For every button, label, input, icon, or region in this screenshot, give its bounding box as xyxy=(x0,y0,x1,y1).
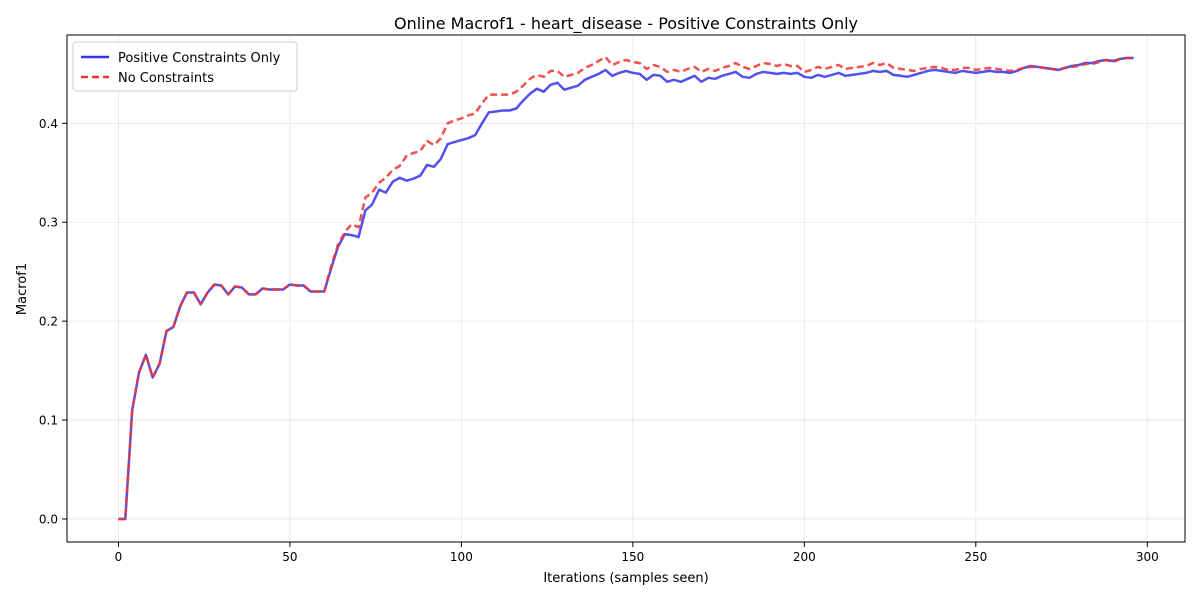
x-axis-label: Iterations (samples seen) xyxy=(543,571,708,586)
y-tick-label: 0.2 xyxy=(39,315,58,329)
y-tick-label: 0.4 xyxy=(39,117,58,131)
series-line-positive-constraints xyxy=(118,56,1134,521)
plot-frame xyxy=(66,34,1186,543)
x-tick-label: 0 xyxy=(115,550,123,564)
x-tick-label: 250 xyxy=(964,550,987,564)
legend-label-no-constraints: No Constraints xyxy=(118,71,214,86)
x-tick-label: 200 xyxy=(793,550,816,564)
y-tick-label: 0.1 xyxy=(39,414,58,428)
y-tick-label: 0.3 xyxy=(39,216,58,230)
x-tick-label: 100 xyxy=(450,550,473,564)
series-lines xyxy=(118,55,1134,521)
x-tick-label: 300 xyxy=(1136,550,1159,564)
x-tick-label: 150 xyxy=(621,550,644,564)
y-axis-ticks: 0.0 0.1 0.2 0.3 0.4 xyxy=(39,117,67,526)
chart-title: Online Macrof1 - heart_disease - Positiv… xyxy=(394,14,858,34)
x-tick-label: 50 xyxy=(282,550,297,564)
series-line-no-constraints xyxy=(118,55,1134,521)
legend-box xyxy=(72,41,298,92)
y-tick-label: 0.0 xyxy=(39,512,58,526)
y-axis-label: Macrof1 xyxy=(15,263,30,315)
legend: Positive Constraints Only No Constraints xyxy=(72,41,298,92)
legend-label-positive-constraints: Positive Constraints Only xyxy=(118,51,281,66)
x-axis-ticks: 0 50 100 150 200 250 300 xyxy=(115,542,1159,564)
